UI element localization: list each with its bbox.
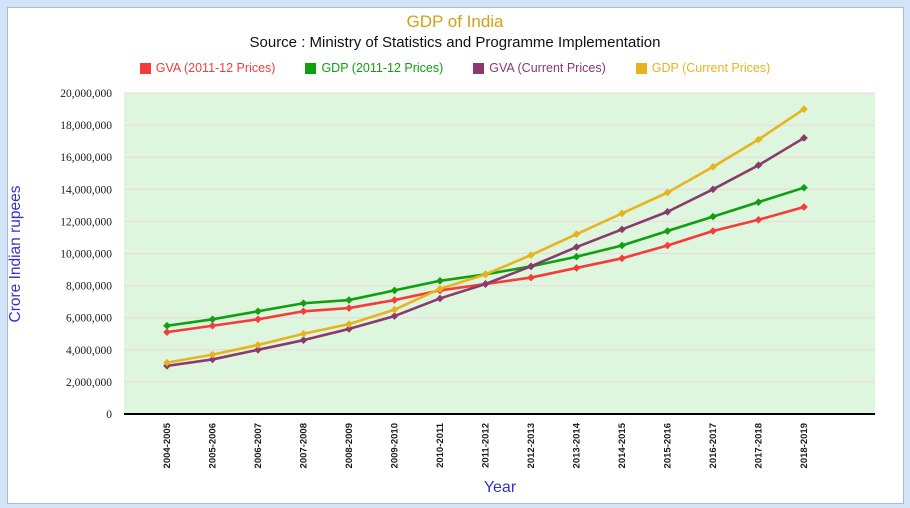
chart-legend: GVA (2011-12 Prices) GDP (2011-12 Prices)… bbox=[0, 61, 910, 75]
x-tick-label: 2016-2017 bbox=[708, 423, 719, 468]
data-point-marker bbox=[800, 183, 808, 192]
data-point-marker bbox=[345, 325, 353, 333]
data-point-marker bbox=[163, 358, 171, 367]
y-tick-label: 16,000,000 bbox=[60, 152, 112, 164]
legend-item[interactable]: GVA (Current Prices) bbox=[473, 61, 606, 75]
legend-label: GVA (2011-12 Prices) bbox=[155, 61, 276, 75]
data-point-marker bbox=[481, 270, 490, 279]
x-tick-label: 2010-2011 bbox=[435, 422, 446, 468]
data-point-marker bbox=[299, 329, 308, 338]
data-point-marker bbox=[436, 294, 444, 303]
data-point-marker bbox=[390, 296, 399, 304]
legend-item[interactable]: GDP (2011-12 Prices) bbox=[305, 61, 443, 75]
legend-label: GDP (2011-12 Prices) bbox=[321, 61, 444, 75]
data-point-marker bbox=[572, 264, 581, 272]
data-point-marker bbox=[299, 307, 308, 316]
x-tick-label: 2005-2006 bbox=[208, 423, 219, 468]
x-tick-label: 2006-2007 bbox=[253, 423, 264, 468]
y-tick-label: 20,000,000 bbox=[60, 88, 112, 100]
data-point-marker bbox=[163, 321, 171, 330]
y-tick-label: 0 bbox=[106, 409, 112, 421]
series-lines bbox=[163, 105, 808, 370]
data-point-marker bbox=[345, 296, 353, 304]
y-tick-label: 10,000,000 bbox=[60, 249, 112, 261]
x-tick-label: 2014-2015 bbox=[617, 422, 628, 468]
legend-item[interactable]: GVA (2011-12 Prices) bbox=[139, 61, 276, 75]
legend-swatch-icon bbox=[473, 62, 485, 74]
x-tick-label: 2018-2019 bbox=[799, 423, 810, 468]
data-point-marker bbox=[618, 254, 626, 263]
data-point-marker bbox=[709, 185, 717, 194]
y-tick-label: 14,000,000 bbox=[60, 184, 112, 196]
legend-label: GVA (Current Prices) bbox=[489, 61, 606, 75]
x-tick-label: 2013-2014 bbox=[572, 422, 583, 468]
data-point-marker bbox=[800, 134, 808, 142]
y-tick-label: 2,000,000 bbox=[66, 377, 112, 389]
data-point-marker bbox=[390, 305, 399, 314]
data-point-marker bbox=[663, 241, 672, 250]
legend-swatch-icon bbox=[305, 62, 317, 74]
data-point-marker bbox=[754, 161, 763, 170]
legend-item[interactable]: GDP (Current Prices) bbox=[635, 61, 771, 75]
data-point-marker bbox=[208, 321, 217, 330]
data-point-marker bbox=[254, 307, 262, 316]
data-point-marker bbox=[481, 280, 490, 288]
data-point-marker bbox=[709, 212, 717, 221]
axis-tick-labels: 0 2,000,000 4,000,000 6,000,000 8,000,000 10,… bbox=[60, 88, 810, 468]
x-tick-label: 2015-2016 bbox=[663, 423, 674, 468]
data-point-marker bbox=[390, 286, 399, 295]
x-tick-label: 2008-2009 bbox=[344, 423, 355, 468]
data-point-marker bbox=[663, 188, 672, 197]
data-point-marker bbox=[527, 273, 535, 282]
y-tick-label: 18,000,000 bbox=[60, 120, 112, 132]
y-axis-title: Crore Indian rupees bbox=[7, 185, 24, 322]
y-tick-label: 6,000,000 bbox=[66, 313, 112, 325]
data-point-marker bbox=[572, 252, 581, 261]
data-point-marker bbox=[800, 105, 808, 113]
data-point-marker bbox=[527, 251, 535, 259]
x-tick-label: 2007-2008 bbox=[299, 423, 310, 468]
x-tick-label: 2017-2018 bbox=[754, 423, 765, 468]
x-tick-label: 2012-2013 bbox=[526, 423, 537, 468]
chart-subtitle: Source : Ministry of Statistics and Prog… bbox=[249, 34, 661, 51]
data-point-marker bbox=[618, 209, 626, 218]
legend-label: GDP (Current Prices) bbox=[651, 61, 771, 75]
data-point-marker bbox=[754, 135, 763, 144]
data-point-marker bbox=[754, 198, 763, 206]
data-point-marker bbox=[436, 284, 444, 293]
legend-swatch-icon bbox=[635, 62, 647, 74]
x-axis-title: Year bbox=[484, 479, 517, 496]
data-point-marker bbox=[709, 227, 717, 235]
data-point-marker bbox=[800, 203, 808, 211]
data-point-marker bbox=[663, 227, 672, 235]
x-tick-label: 2004-2005 bbox=[162, 422, 173, 468]
chart-title: GDP of India bbox=[406, 12, 504, 31]
data-point-marker bbox=[618, 241, 626, 250]
data-point-marker bbox=[345, 304, 353, 312]
data-point-marker bbox=[754, 215, 763, 224]
data-point-marker bbox=[390, 312, 399, 320]
y-tick-label: 4,000,000 bbox=[66, 345, 112, 357]
x-tick-label: 2009-2010 bbox=[390, 423, 401, 468]
data-point-marker bbox=[572, 243, 581, 251]
data-point-marker bbox=[709, 163, 717, 171]
data-point-marker bbox=[299, 336, 308, 344]
x-tick-label: 2011-2012 bbox=[481, 423, 492, 468]
data-point-marker bbox=[345, 320, 353, 328]
data-point-marker bbox=[436, 276, 444, 285]
data-point-marker bbox=[527, 262, 535, 271]
legend-swatch-icon bbox=[139, 62, 151, 74]
data-point-marker bbox=[299, 299, 308, 308]
data-point-marker bbox=[663, 207, 672, 216]
data-point-marker bbox=[618, 225, 626, 234]
y-tick-label: 12,000,000 bbox=[60, 216, 112, 228]
y-tick-label: 8,000,000 bbox=[66, 281, 112, 293]
data-point-marker bbox=[572, 230, 581, 239]
